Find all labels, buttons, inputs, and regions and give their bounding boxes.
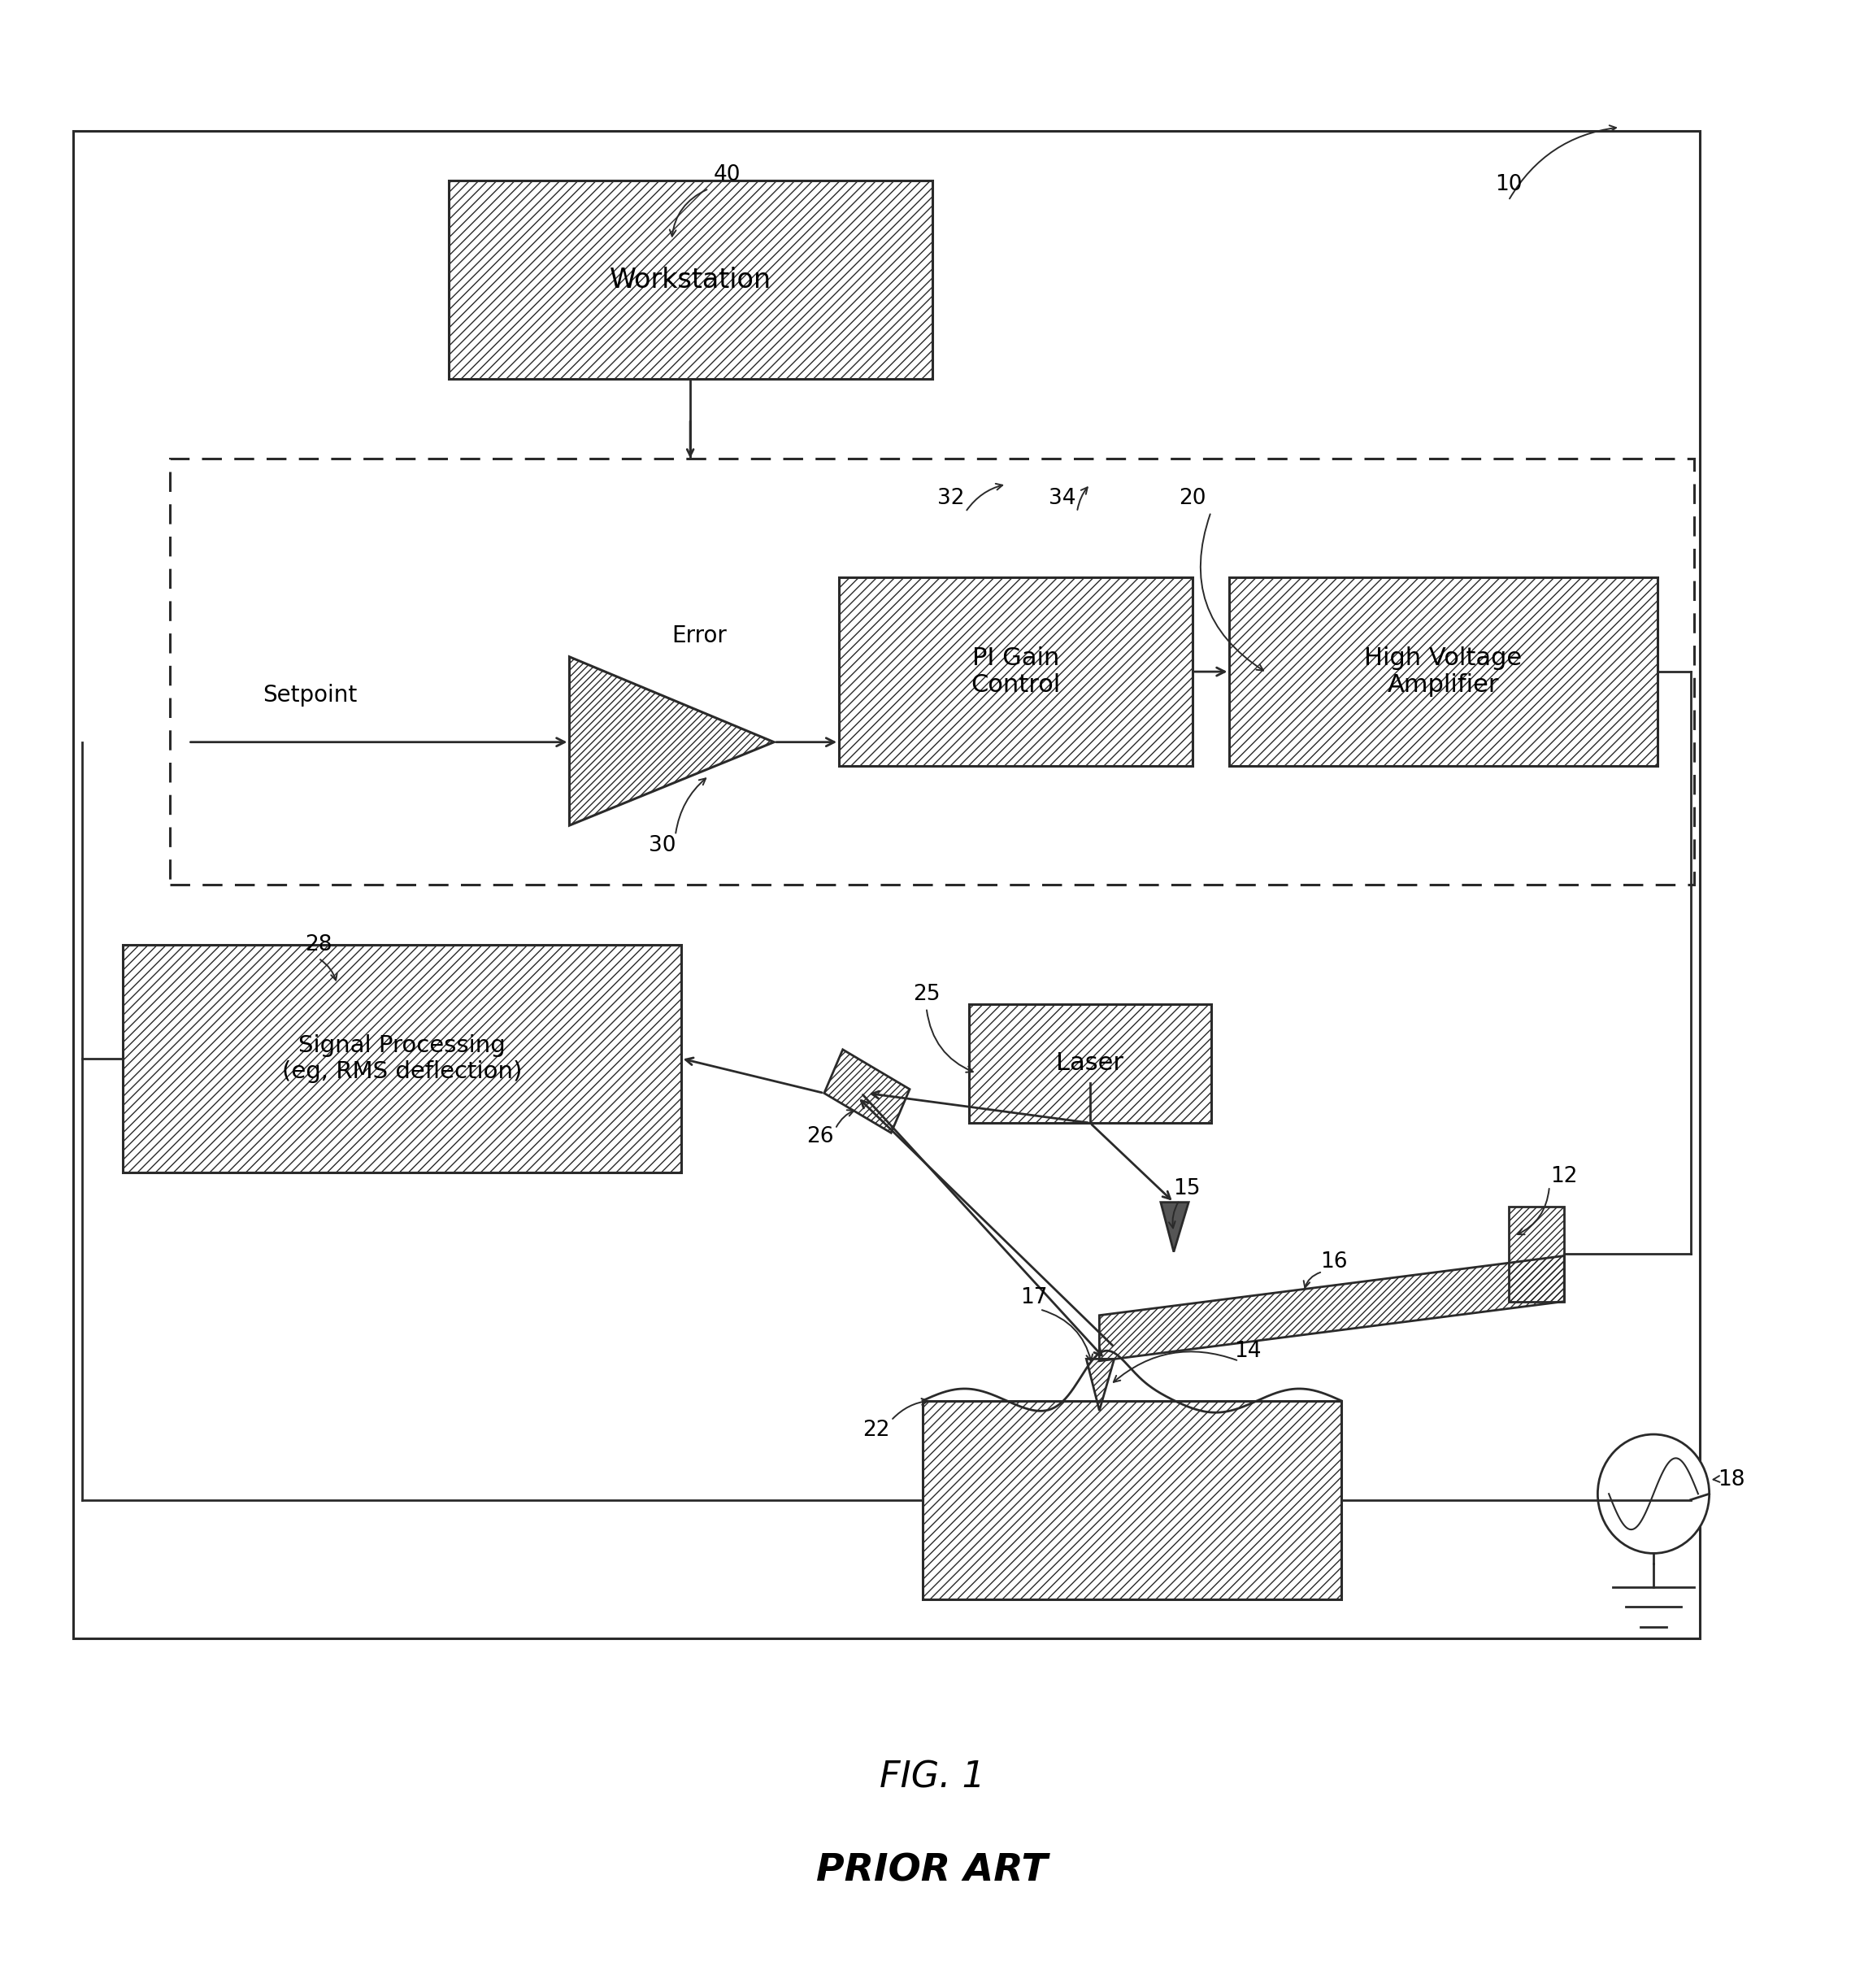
Bar (1230, 577, 1657, 765)
Text: Setpoint: Setpoint (263, 684, 358, 706)
Circle shape (1597, 1433, 1709, 1553)
Bar (1508, 1207, 1564, 1302)
Text: Error: Error (673, 624, 727, 646)
Bar (449, 181, 932, 380)
Text: Laser: Laser (1057, 1052, 1124, 1076)
Text: 30: 30 (649, 835, 677, 855)
Bar (923, 1402, 1340, 1598)
Polygon shape (1161, 1203, 1189, 1252)
Text: PRIOR ART: PRIOR ART (816, 1853, 1048, 1889)
Text: 40: 40 (714, 165, 742, 185)
Bar (1508, 1207, 1564, 1302)
Text: 26: 26 (807, 1127, 833, 1147)
Bar (1230, 577, 1657, 765)
Bar (123, 944, 680, 1173)
Bar (123, 944, 680, 1173)
Bar (923, 1402, 1340, 1598)
Text: High Voltage
Amplifier: High Voltage Amplifier (1364, 646, 1523, 698)
Bar (969, 1004, 1212, 1123)
Bar (969, 1004, 1212, 1123)
Text: 34: 34 (1049, 487, 1076, 509)
Text: 12: 12 (1551, 1165, 1577, 1187)
Text: 15: 15 (1172, 1177, 1200, 1199)
Text: PI Gain
Control: PI Gain Control (971, 646, 1061, 698)
Bar (839, 577, 1193, 765)
Text: 28: 28 (304, 934, 332, 954)
Text: 32: 32 (938, 487, 964, 509)
Bar (73, 131, 1700, 1638)
Bar (839, 577, 1193, 765)
Text: 16: 16 (1320, 1250, 1348, 1272)
Text: 18: 18 (1719, 1469, 1745, 1491)
Text: FIG. 1: FIG. 1 (880, 1759, 984, 1795)
Text: Workstation: Workstation (610, 266, 772, 294)
Text: 25: 25 (913, 984, 939, 1004)
Text: 20: 20 (1178, 487, 1206, 509)
Bar (170, 459, 1694, 885)
Bar (449, 181, 932, 380)
Text: 22: 22 (863, 1419, 889, 1441)
Text: Signal Processing
(eg, RMS deflection): Signal Processing (eg, RMS deflection) (281, 1034, 522, 1083)
Text: 14: 14 (1234, 1340, 1262, 1362)
Text: 10: 10 (1495, 175, 1523, 195)
Text: 17: 17 (1021, 1286, 1048, 1308)
